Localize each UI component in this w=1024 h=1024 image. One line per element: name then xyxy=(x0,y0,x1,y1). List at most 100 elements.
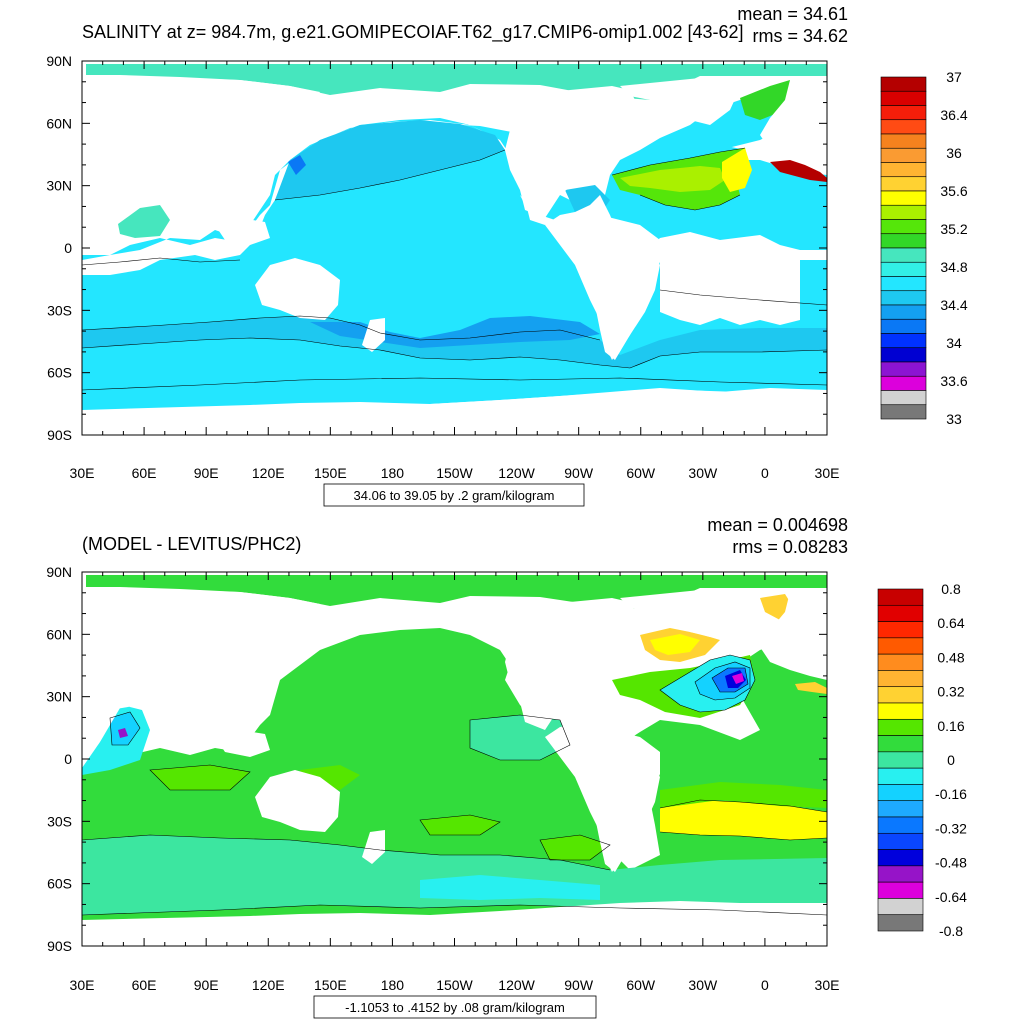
panel-top-lon-labels: 30E 60E 90E 120E 150E 180 150W 120W 90W 60W 30W 0 30… xyxy=(70,465,840,481)
lat-label: 30S xyxy=(47,813,72,829)
colorbar-swatch xyxy=(880,147,927,163)
colorbar-swatch xyxy=(880,361,927,377)
lon-label: 120W xyxy=(498,465,535,481)
lon-label: 60E xyxy=(132,977,157,993)
colorbar-label: 33 xyxy=(946,411,962,427)
colorbar-swatch xyxy=(880,76,927,92)
lon-label: 30W xyxy=(688,465,718,481)
panel-top-contour-info: 34.06 to 39.05 by .2 gram/kilogram xyxy=(354,488,555,503)
colorbar-label: 34 xyxy=(946,335,962,351)
colorbar-label: 35.6 xyxy=(940,183,967,199)
colorbar-label: 37 xyxy=(946,69,962,85)
colorbar-swatch xyxy=(880,119,927,135)
colorbar-swatch xyxy=(877,702,924,720)
panel-bottom-info-box xyxy=(313,995,597,1019)
panel-top-mean: mean = 34.61 xyxy=(737,4,848,24)
lat-label: 60S xyxy=(47,365,72,381)
colorbar-swatch xyxy=(880,204,927,220)
colorbar-swatch xyxy=(877,816,924,834)
lon-label: 60W xyxy=(626,977,656,993)
colorbar-swatch xyxy=(880,90,927,106)
panel-top-info-box xyxy=(323,483,585,507)
panel-bottom: (MODEL - LEVITUS/PHC2) mean = 0.004698 r… xyxy=(46,515,967,1019)
colorbar-label: 0.32 xyxy=(937,684,964,700)
lon-label: 0 xyxy=(761,977,769,993)
colorbar-swatch xyxy=(877,653,924,671)
colorbar-swatch xyxy=(880,219,927,235)
colorbar-swatch xyxy=(877,686,924,704)
lon-label: 30E xyxy=(815,465,840,481)
colorbar-swatch xyxy=(877,767,924,785)
colorbar-swatch xyxy=(880,105,927,121)
lon-label: 120E xyxy=(252,977,285,993)
lat-label: 60N xyxy=(46,115,72,131)
colorbar-swatch xyxy=(880,333,927,349)
colorbar-label: 36.4 xyxy=(940,107,967,123)
lat-label: 90S xyxy=(47,427,72,443)
colorbar-swatch xyxy=(880,162,927,178)
lon-label: 150W xyxy=(436,465,473,481)
panel-top-ticks xyxy=(81,60,828,436)
colorbar-label: -0.32 xyxy=(935,820,967,836)
panel-bottom-contour-info: -1.1053 to .4152 by .08 gram/kilogram xyxy=(345,1000,565,1015)
lat-label: 60N xyxy=(46,626,72,642)
colorbar-label: 34.8 xyxy=(940,259,967,275)
lon-label: 180 xyxy=(381,465,405,481)
lon-label: 30W xyxy=(688,977,718,993)
colorbar-swatch xyxy=(877,637,924,655)
panel-top-colorbar-labels: 37 36.4 36 35.6 35.2 34.8 34.4 34 33.6 33 xyxy=(940,69,967,427)
colorbar-label: -0.16 xyxy=(935,786,967,802)
ocean-field-top xyxy=(82,64,827,420)
colorbar-label: -0.48 xyxy=(935,855,967,871)
colorbar-label: 33.6 xyxy=(940,373,967,389)
colorbar-swatch xyxy=(880,390,927,406)
colorbar-label: 35.2 xyxy=(940,221,967,237)
colorbar-swatch xyxy=(877,735,924,753)
colorbar-swatch xyxy=(880,375,927,391)
lon-label: 150E xyxy=(314,977,347,993)
colorbar-swatch xyxy=(877,881,924,899)
panel-top-title: SALINITY at z= 984.7m, g.e21.GOMIPECOIAF… xyxy=(82,22,744,43)
colorbar-swatch xyxy=(877,865,924,883)
colorbar-swatch xyxy=(880,347,927,363)
lon-label: 120E xyxy=(252,465,285,481)
panel-bottom-lat-labels: 90N 60N 30N 0 30S 60S 90S xyxy=(46,564,72,954)
colorbar-label: 0.8 xyxy=(941,581,961,597)
lon-label: 0 xyxy=(761,465,769,481)
lat-label: 30N xyxy=(46,689,72,705)
colorbar-swatch xyxy=(877,588,924,606)
lon-label: 30E xyxy=(815,977,840,993)
colorbar-swatch xyxy=(880,276,927,292)
panel-bottom-title: (MODEL - LEVITUS/PHC2) xyxy=(82,534,301,554)
lat-label: 90N xyxy=(46,564,72,580)
panel-bottom-mean: mean = 0.004698 xyxy=(707,515,848,535)
lon-label: 150E xyxy=(314,465,347,481)
lat-label: 0 xyxy=(64,240,72,256)
colorbar-swatch xyxy=(880,247,927,263)
colorbar-swatch xyxy=(880,318,927,334)
colorbar-label: 0.16 xyxy=(937,718,964,734)
lat-label: 60S xyxy=(47,876,72,892)
lat-label: 30S xyxy=(47,302,72,318)
panel-bottom-rms: rms = 0.08283 xyxy=(732,537,848,557)
colorbar-swatch xyxy=(880,304,927,320)
lat-label: 30N xyxy=(46,178,72,194)
colorbar-swatch xyxy=(877,670,924,688)
colorbar-label: 34.4 xyxy=(940,297,967,313)
colorbar-swatch xyxy=(880,261,927,277)
colorbar-label: 36 xyxy=(946,145,962,161)
colorbar-swatch xyxy=(877,718,924,736)
panel-bottom-colorbar xyxy=(877,588,924,932)
colorbar-swatch xyxy=(880,290,927,306)
lat-label: 90N xyxy=(46,53,72,69)
panel-bottom-lon-labels: 30E 60E 90E 120E 150E 180 150W 120W 90W 60W 30W 0 30… xyxy=(70,977,840,993)
panel-top-rms: rms = 34.62 xyxy=(752,26,848,46)
panel-bottom-colorbar-labels: 0.8 0.64 0.48 0.32 0.16 0 -0.16 -0.32 -0.48 -0.64… xyxy=(935,581,967,939)
colorbar-label: -0.64 xyxy=(935,889,967,905)
colorbar-swatch xyxy=(880,133,927,149)
contours-bottom xyxy=(81,654,828,916)
panel-bottom-map xyxy=(81,571,828,947)
lat-label: 90S xyxy=(47,938,72,954)
colorbar-label: 0 xyxy=(947,752,955,768)
